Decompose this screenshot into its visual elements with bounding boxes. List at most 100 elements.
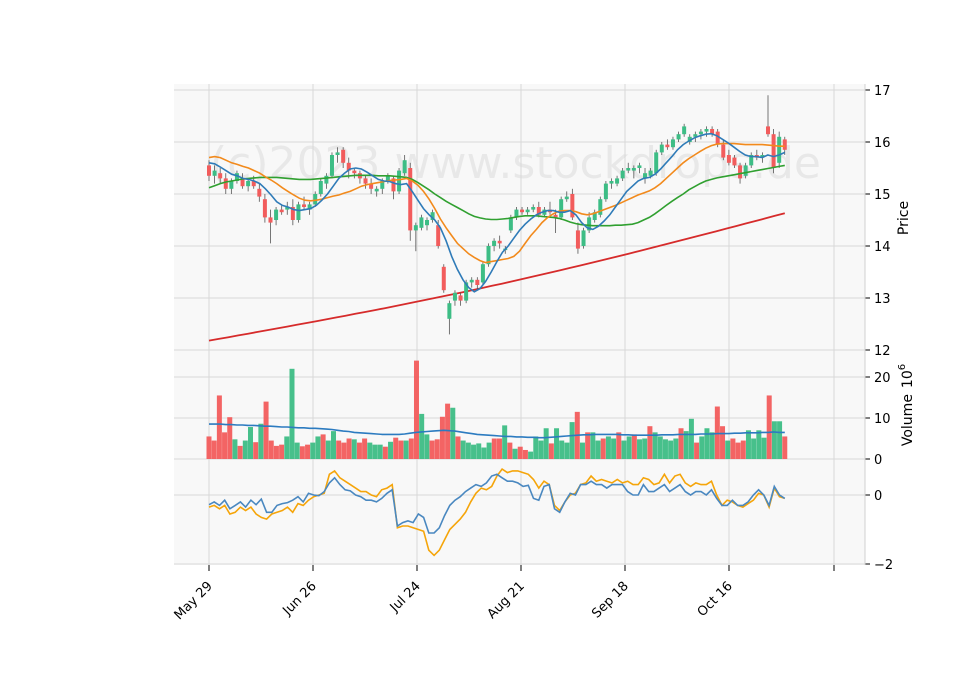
volume-bar <box>662 439 668 459</box>
volume-bar <box>756 430 762 459</box>
price-axis-title: Price <box>896 201 912 235</box>
candle-down <box>257 188 262 197</box>
candle-up <box>620 170 625 179</box>
volume-bar <box>595 440 601 459</box>
volume-bar <box>419 413 425 459</box>
candle-up <box>425 220 430 226</box>
volume-bar <box>740 440 746 459</box>
candle-up <box>374 188 379 192</box>
volume-bar <box>694 442 700 459</box>
volume-bar <box>222 432 228 459</box>
price-y-tick-label: 17 <box>874 84 891 99</box>
candle-up <box>413 225 418 231</box>
volume-bar <box>579 442 585 459</box>
volume-bar <box>289 368 295 459</box>
volume-y-tick-label: 10 <box>874 412 891 427</box>
candle-up <box>246 181 251 187</box>
candle-up <box>587 217 592 231</box>
candle-up <box>648 170 653 176</box>
volume-bar <box>725 440 731 459</box>
candle-up <box>559 199 564 218</box>
candle-down <box>341 149 346 163</box>
volume-bar <box>538 440 544 459</box>
volume-bar <box>720 426 726 459</box>
candle-up <box>743 165 748 176</box>
x-tick-label: Sep 18 <box>589 579 632 622</box>
macd-y-tick-label: −2 <box>874 558 893 573</box>
signal-line <box>208 468 786 557</box>
candle-up <box>324 175 329 184</box>
volume-bar <box>356 442 362 459</box>
volume-bar <box>310 442 316 459</box>
candle-up <box>212 170 217 176</box>
volume-bar <box>465 442 471 459</box>
volume-bar <box>735 442 741 459</box>
candle-up <box>480 264 485 283</box>
candle-up <box>749 155 754 166</box>
x-tick-label: Jul 24 <box>387 579 424 616</box>
volume-bar <box>688 418 694 459</box>
candle-up <box>508 217 513 231</box>
candle-down <box>352 170 357 174</box>
candle-up <box>760 155 765 158</box>
candle-down <box>218 173 223 179</box>
volume-bar <box>709 432 715 459</box>
candle-down <box>665 144 670 148</box>
x-tick-label: Aug 21 <box>485 579 528 622</box>
volume-bar <box>372 444 378 459</box>
volume-bar <box>434 439 440 459</box>
candle-down <box>458 295 463 301</box>
candle-up <box>274 209 279 220</box>
volume-bar <box>367 442 373 459</box>
candle-up <box>452 292 457 301</box>
candle-down <box>721 144 726 158</box>
candle-down <box>223 178 228 189</box>
volume-bar <box>486 442 492 459</box>
volume-bar <box>377 444 383 459</box>
volume-bar <box>621 440 627 459</box>
candle-down <box>207 165 211 176</box>
candle-up <box>402 160 407 174</box>
candle-down <box>302 204 307 207</box>
volume-bar <box>704 428 710 459</box>
volume-bar <box>631 434 637 459</box>
candle-up <box>631 168 636 171</box>
candle-up <box>486 246 491 265</box>
volume-bar <box>476 443 482 459</box>
candle-down <box>575 230 580 249</box>
volume-bar <box>253 442 259 459</box>
volume-bar <box>403 440 409 459</box>
volume-bar <box>481 447 487 459</box>
volume-bar <box>439 416 445 459</box>
candle-up <box>698 131 703 135</box>
candle-up <box>693 134 698 137</box>
candle-up <box>598 199 603 215</box>
volume-bar <box>413 360 419 459</box>
candle-up <box>643 173 648 179</box>
candle-down <box>240 178 245 187</box>
volume-bar <box>751 438 757 459</box>
volume-bar <box>745 430 751 459</box>
watermark: (c)2023 www.stockdrops.de <box>210 138 821 189</box>
candle-down <box>408 168 413 231</box>
volume-bar <box>559 440 565 459</box>
candle-down <box>251 181 256 187</box>
candle-down <box>346 162 351 171</box>
candle-down <box>536 207 541 215</box>
volume-bar <box>782 436 788 459</box>
volume-bar <box>512 448 518 459</box>
volume-bar <box>626 436 632 459</box>
volume-bar <box>382 446 388 459</box>
candle-down <box>268 217 273 223</box>
candle-up <box>531 207 536 210</box>
candle-down <box>497 240 502 244</box>
volume-bar <box>294 442 300 459</box>
volume-bar <box>714 406 720 459</box>
volume-bar <box>346 438 352 459</box>
volume-bar <box>507 442 513 459</box>
candle-down <box>710 129 715 135</box>
volume-bar <box>730 438 736 459</box>
candle-up <box>659 144 664 153</box>
volume-axis-title: Volume 106 <box>897 364 916 446</box>
volume-bar <box>600 438 606 459</box>
